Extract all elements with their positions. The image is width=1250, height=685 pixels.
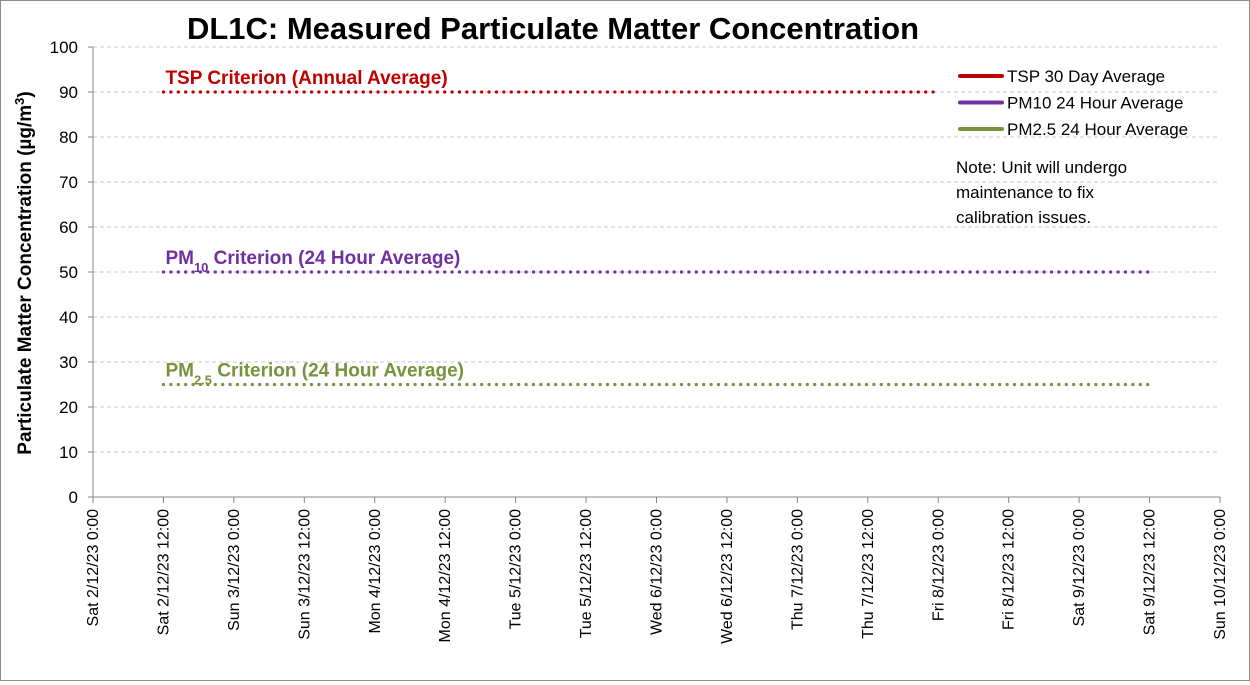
y-axis-label-close: ) [15,91,36,97]
x-tick-label: Wed 6/12/23 12:00 [719,509,736,644]
x-tick-label: Fri 8/12/23 12:00 [1001,509,1018,630]
x-tick-label: Sat 9/12/23 12:00 [1142,509,1159,635]
criterion-label-sub: 2.5 [194,372,212,387]
x-tick-label: Tue 5/12/23 12:00 [578,509,595,638]
criterion-label-tail: Criterion (24 Hour Average) [208,248,460,269]
x-tick-label: Tue 5/12/23 0:00 [508,509,525,629]
note-line: Note: Unit will undergo [956,158,1127,177]
grid-layer [93,46,1220,453]
x-tick-label: Sat 2/12/23 12:00 [155,509,172,635]
x-tick-label: Sun 3/12/23 12:00 [296,509,313,640]
y-tick-labels: 0 10 20 30 40 50 60 70 80 90 100 [50,38,78,507]
legend: TSP 30 Day Average PM10 24 Hour Average PM… [958,67,1188,139]
criterion-label: PM2.5 Criterion (24 Hour Average) [165,361,464,388]
y-tick-label: 10 [59,443,78,462]
y-axis-label: Particulate Matter Concentration (µg/m3) [12,91,37,454]
x-tick-label: Sun 10/12/23 0:00 [1212,509,1229,640]
x-tick-label: Thu 7/12/23 12:00 [860,509,877,639]
note-line: calibration issues. [956,208,1091,227]
criterion-label-tail: Criterion (24 Hour Average) [212,361,464,382]
y-tick-label: 90 [59,83,78,102]
x-tick-label: Thu 7/12/23 0:00 [789,509,806,630]
x-tick-label: Mon 4/12/23 12:00 [437,509,454,643]
criterion-label-main: PM [165,248,194,269]
x-tick-label: Sat 9/12/23 0:00 [1071,509,1088,627]
criterion-label: TSP Criterion (Annual Average) [165,68,447,89]
y-axis-label-sup: 3 [12,98,27,105]
y-tick-label: 100 [50,38,78,57]
legend-label: PM2.5 24 Hour Average [1007,120,1188,139]
criterion-label-main: TSP Criterion (Annual Average) [165,68,447,89]
y-axis-label-main: Particulate Matter Concentration (µg/m [15,105,36,455]
y-tick-label: 30 [59,353,78,372]
legend-label: TSP 30 Day Average [1007,67,1165,86]
criteria-layer: TSP Criterion (Annual Average)PM10 Crite… [161,68,1152,388]
axes-layer [88,46,1221,503]
y-tick-label: 40 [59,308,78,327]
chart-title: DL1C: Measured Particulate Matter Concen… [187,11,919,46]
y-tick-label: 50 [59,263,78,282]
x-tick-label: Wed 6/12/23 0:00 [649,509,666,635]
note-line: maintenance to fix [956,183,1094,202]
x-tick-label: Mon 4/12/23 0:00 [367,509,384,634]
chart-note: Note: Unit will undergo maintenance to fi… [956,158,1127,227]
x-tick-label: Sun 3/12/23 0:00 [226,509,243,631]
criterion-label: PM10 Criterion (24 Hour Average) [165,248,460,275]
y-tick-label: 20 [59,398,78,417]
criterion-label-main: PM [165,361,194,382]
legend-label: PM10 24 Hour Average [1007,94,1183,113]
y-tick-label: 0 [69,488,78,507]
criterion-label-sub: 10 [194,260,208,275]
x-tick-labels: Sat 2/12/23 0:00 Sat 2/12/23 12:00 Sun 3/1… [85,509,1229,644]
x-tick-label: Sat 2/12/23 0:00 [85,509,102,627]
y-tick-label: 70 [59,173,78,192]
y-tick-label: 80 [59,128,78,147]
y-tick-label: 60 [59,218,78,237]
x-tick-label: Fri 8/12/23 0:00 [930,509,947,621]
